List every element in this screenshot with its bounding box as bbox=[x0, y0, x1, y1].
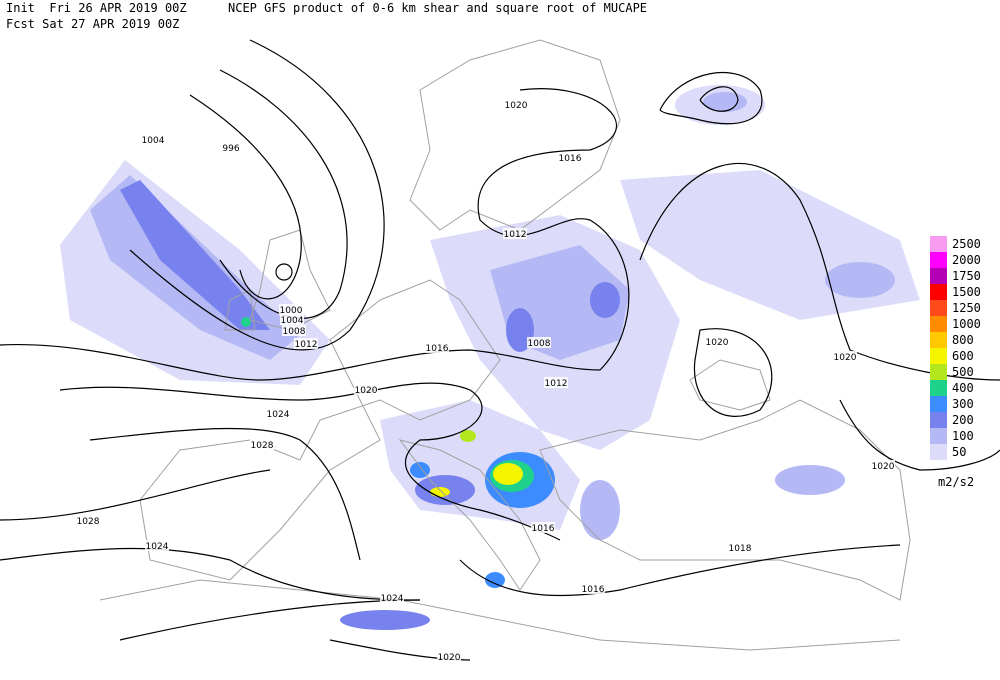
isobar-label: 1020 bbox=[834, 353, 857, 363]
isobar-label: 1020 bbox=[706, 338, 729, 348]
isobar-label-bg bbox=[141, 134, 165, 145]
isobar-label: 1012 bbox=[295, 340, 318, 350]
isobar-label: 1028 bbox=[251, 441, 274, 451]
isobar-label: 1008 bbox=[528, 339, 551, 349]
isobar-label: 1004 bbox=[142, 136, 165, 146]
isobar-label: 1008 bbox=[283, 327, 306, 337]
isobar-label-bg bbox=[219, 142, 243, 153]
isobar-label-bg bbox=[728, 542, 752, 553]
isobar-label-bg bbox=[503, 228, 527, 239]
forecast-text: Fcst Sat 27 APR 2019 00Z bbox=[6, 17, 179, 31]
isobar-label-bg bbox=[558, 152, 582, 163]
legend-swatch bbox=[930, 268, 947, 284]
legend-swatch bbox=[930, 396, 947, 412]
legend-label: 100 bbox=[952, 429, 974, 443]
isobar-label-bg bbox=[581, 583, 605, 594]
isobar-label: 1028 bbox=[77, 517, 100, 527]
legend-label: 500 bbox=[952, 365, 974, 379]
isobar-label: 1016 bbox=[426, 344, 449, 354]
isobar-label-bg bbox=[425, 342, 449, 353]
legend: m2/s2 2500 2000 1750 1500 1250 1000 800 600 500 4… bbox=[930, 236, 981, 489]
isobar-label: 996 bbox=[222, 144, 239, 154]
isobar-label: 1012 bbox=[504, 230, 527, 240]
legend-label: 1000 bbox=[952, 317, 981, 331]
isobar-label-bg bbox=[527, 337, 551, 348]
isobar-label: 1012 bbox=[545, 379, 568, 389]
isobar-label-bg bbox=[76, 515, 100, 526]
isobar-label-bg bbox=[354, 384, 378, 395]
isobar-label-bg bbox=[544, 377, 568, 388]
legend-label: 1250 bbox=[952, 301, 981, 315]
legend-label: 300 bbox=[952, 397, 974, 411]
isobar-label: 1024 bbox=[381, 594, 404, 604]
coastlines bbox=[99, 39, 911, 651]
legend-swatch bbox=[930, 252, 947, 268]
legend-swatch bbox=[930, 284, 947, 300]
isobar-label-bg bbox=[437, 651, 461, 662]
legend-swatch bbox=[930, 428, 947, 444]
legend-label: 1500 bbox=[952, 285, 981, 299]
isobar-label: 1020 bbox=[505, 101, 528, 111]
legend-swatch bbox=[930, 236, 947, 252]
legend-label: 1750 bbox=[952, 269, 981, 283]
isobar-label: 1018 bbox=[729, 544, 752, 554]
isobar-label: 1016 bbox=[532, 524, 555, 534]
isobars bbox=[0, 39, 1000, 661]
isobar-label-bg bbox=[280, 314, 304, 325]
legend-swatch bbox=[930, 412, 947, 428]
isobar-label-bg bbox=[279, 304, 303, 315]
legend-label: 2500 bbox=[952, 237, 981, 251]
legend-swatch bbox=[930, 364, 947, 380]
isobar-label-bg bbox=[871, 460, 895, 471]
isobar-label: 1020 bbox=[872, 462, 895, 472]
legend-swatch bbox=[930, 380, 947, 396]
isobar-label-bg bbox=[380, 592, 404, 603]
isobar-label: 1016 bbox=[582, 585, 605, 595]
legend-unit: m2/s2 bbox=[938, 475, 974, 489]
isobar-label-bg bbox=[145, 540, 169, 551]
isobar-label: 1024 bbox=[267, 410, 290, 420]
shading bbox=[60, 85, 920, 630]
legend-swatch bbox=[930, 300, 947, 316]
product-title: NCEP GFS product of 0-6 km shear and squ… bbox=[228, 1, 647, 15]
isobar-label-bg bbox=[705, 336, 729, 347]
isobar-label: 1016 bbox=[559, 154, 582, 164]
legend-swatch bbox=[930, 348, 947, 364]
legend-label: 400 bbox=[952, 381, 974, 395]
isobar-label-bg bbox=[250, 439, 274, 450]
legend-swatch bbox=[930, 332, 947, 348]
legend-label: 200 bbox=[952, 413, 974, 427]
legend-swatch bbox=[930, 316, 947, 332]
legend-label: 800 bbox=[952, 333, 974, 347]
isobar-label-bg bbox=[266, 408, 290, 419]
isobar-label: 1024 bbox=[146, 542, 169, 552]
isobar-label: 1020 bbox=[438, 653, 461, 663]
legend-label: 2000 bbox=[952, 253, 981, 267]
isobar-label: 1020 bbox=[355, 386, 378, 396]
isobar-label-bg bbox=[531, 522, 555, 533]
isobar-label-bg bbox=[294, 338, 318, 349]
init-text: Init Fri 26 APR 2019 00Z bbox=[6, 1, 187, 15]
isobar-label: 1004 bbox=[281, 316, 304, 326]
legend-label: 50 bbox=[952, 445, 966, 459]
isobar-label-bg bbox=[833, 351, 857, 362]
isobar-label: 1000 bbox=[280, 306, 303, 316]
isobar-label-bg bbox=[504, 99, 528, 110]
legend-label: 600 bbox=[952, 349, 974, 363]
isobar-label-bg bbox=[282, 325, 306, 336]
legend-swatch bbox=[930, 444, 947, 460]
